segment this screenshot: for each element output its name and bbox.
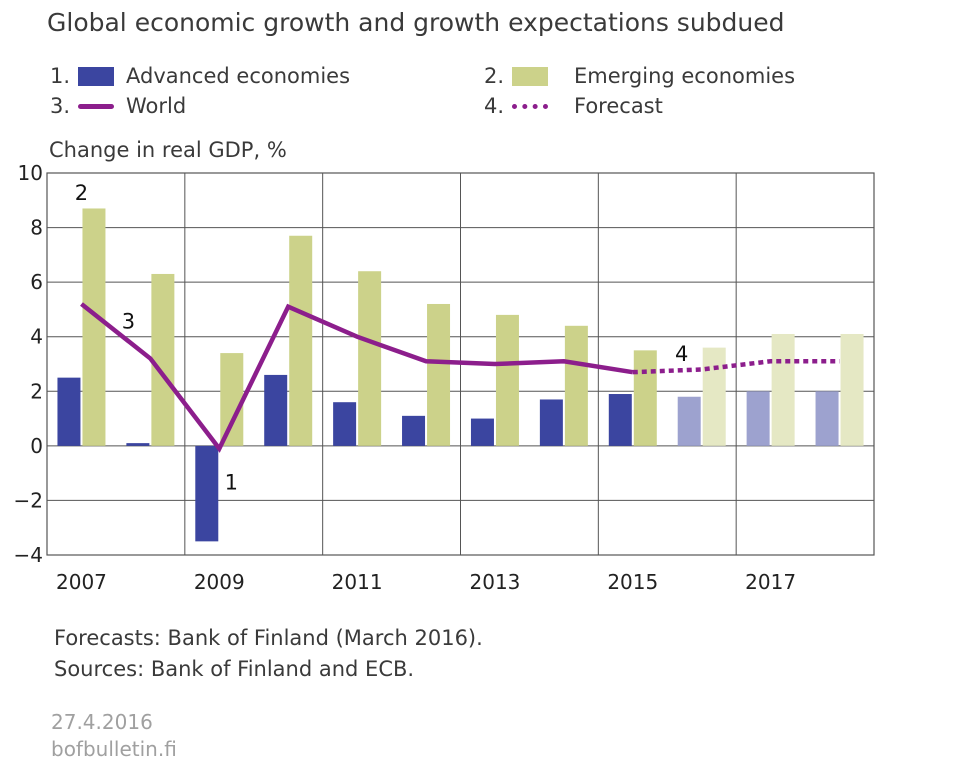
bar-advanced (264, 374, 288, 446)
bar-emerging (495, 314, 519, 446)
site-name: bofbulletin.fi (51, 737, 177, 761)
legend-item-emerging: 2. Emerging economies (484, 64, 795, 88)
y-tick-label: −4 (14, 543, 43, 567)
legend-item-advanced: 1. Advanced economies (50, 64, 350, 88)
bar-emerging (151, 273, 175, 446)
legend-number: 3. (50, 94, 71, 118)
advanced-swatch (78, 66, 114, 86)
legend-label-world: World (126, 94, 187, 118)
gdp-growth-chart: 10 8 6 4 2 0 −2 −4 2007 2009 2011 2013 2015 2017 1 2 3 4 (14, 161, 875, 594)
y-tick-label: 4 (30, 325, 43, 349)
plot-frame (46, 172, 875, 556)
bar-advanced (402, 415, 426, 446)
y-tick-label: 2 (30, 379, 43, 403)
x-tick-label: 2009 (194, 570, 245, 594)
bar-advanced (539, 399, 563, 446)
bar-emerging (82, 208, 106, 446)
bar-emerging (702, 347, 726, 446)
forecast-swatch (512, 103, 548, 109)
x-tick-label: 2017 (745, 570, 796, 594)
chart-title: Global economic growth and growth expect… (47, 8, 785, 37)
bar-advanced (746, 391, 770, 446)
bar-emerging (220, 353, 244, 446)
bar-advanced (57, 377, 81, 446)
world-swatch (78, 103, 114, 109)
legend-label-emerging: Emerging economies (574, 64, 796, 88)
bar-emerging (771, 333, 795, 446)
annotation-label: 2 (75, 181, 88, 205)
bar-advanced (333, 402, 357, 446)
y-axis-label: Change in real GDP, % (49, 138, 287, 162)
bar-advanced (195, 445, 219, 542)
y-tick-label: −2 (14, 488, 43, 512)
bar-emerging (840, 333, 864, 446)
emerging-swatch (512, 66, 548, 86)
bar-emerging (633, 350, 657, 446)
legend-item-forecast: 4. Forecast (484, 94, 663, 118)
bar-advanced (126, 443, 150, 446)
x-tick-label: 2013 (470, 570, 521, 594)
x-tick-label: 2007 (56, 570, 107, 594)
x-tick-label: 2011 (332, 570, 383, 594)
annotation-label: 4 (675, 342, 688, 366)
legend-number: 2. (484, 64, 505, 88)
x-tick-label: 2015 (607, 570, 658, 594)
bar-advanced (470, 418, 494, 446)
world-line (80, 302, 634, 453)
legend-label-forecast: Forecast (574, 94, 663, 118)
bar-emerging (564, 325, 588, 446)
y-tick-label: 10 (18, 161, 43, 185)
annotation-label: 3 (122, 309, 135, 333)
world-forecast-line (632, 359, 840, 375)
publish-date: 27.4.2016 (51, 710, 153, 734)
legend-label-advanced: Advanced economies (126, 64, 351, 88)
bar-advanced (608, 394, 632, 446)
y-tick-label: 8 (30, 216, 43, 240)
legend-number: 1. (50, 64, 71, 88)
legend-number: 4. (484, 94, 505, 118)
y-tick-label: 6 (30, 270, 43, 294)
sources-note: Sources: Bank of Finland and ECB. (54, 657, 415, 681)
forecasts-note: Forecasts: Bank of Finland (March 2016). (54, 626, 483, 650)
bar-advanced (677, 396, 701, 446)
legend-item-world: 3. World (50, 94, 186, 118)
annotation-label: 1 (225, 470, 238, 494)
bar-emerging (358, 271, 382, 446)
bar-advanced (815, 391, 839, 446)
bar-emerging (289, 235, 313, 446)
bar-emerging (427, 303, 451, 446)
y-tick-label: 0 (30, 434, 43, 458)
